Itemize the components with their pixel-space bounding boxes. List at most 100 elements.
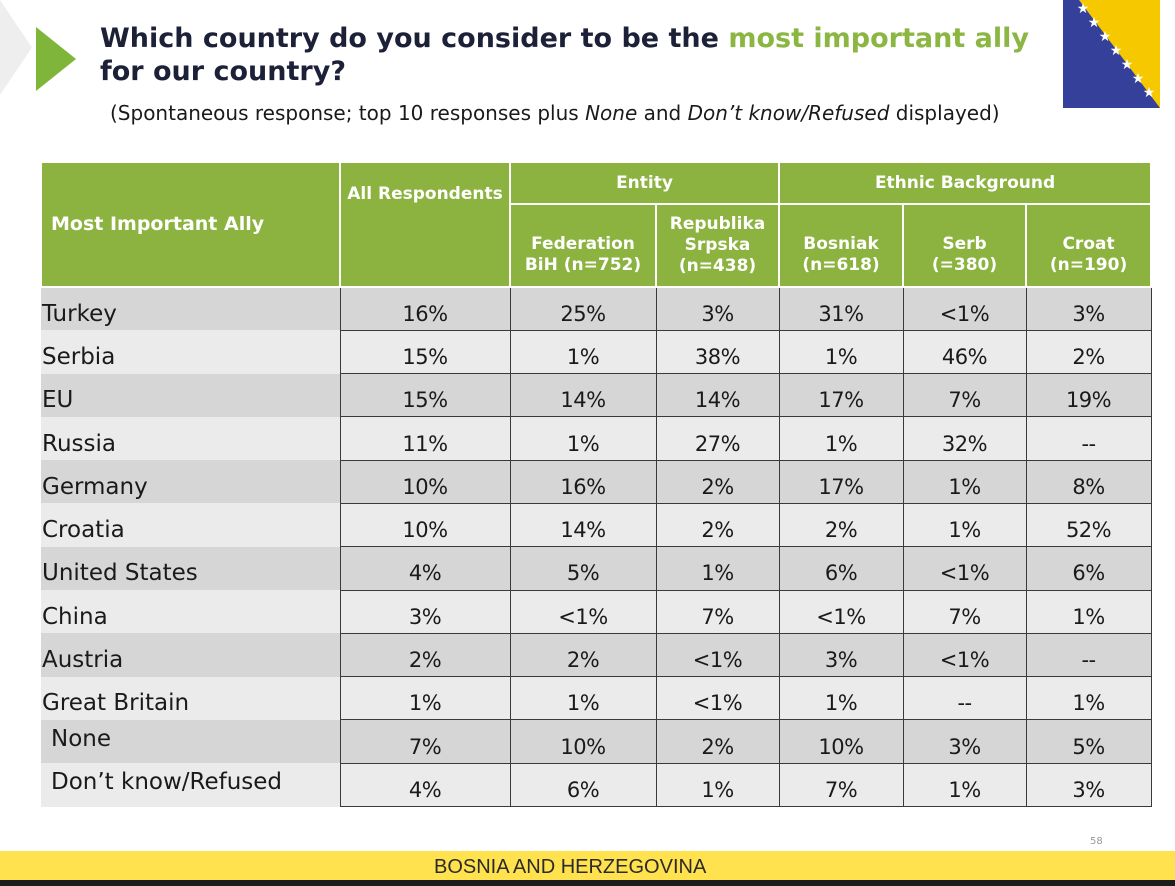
cell: 7% (902, 589, 1027, 634)
cell: -- (902, 676, 1027, 721)
cell: 10% (509, 719, 657, 764)
cell: 2% (655, 719, 780, 764)
cell: 14% (509, 502, 657, 548)
row-label: Austria (41, 633, 340, 677)
row-label: Germany (41, 460, 340, 504)
header-serb: Serb (=380) (902, 203, 1028, 288)
cell: <1% (655, 632, 780, 678)
cell: <1% (509, 589, 657, 634)
header-federation: Federation BiH (n=752) (509, 203, 657, 288)
table-row: Serbia 15% 1% 38% 1% 46% 2% (41, 329, 1152, 375)
table-row: Russia 11% 1% 27% 1% 32% -- (41, 416, 1152, 461)
table-row: Austria 2% 2% <1% 3% <1% -- (41, 632, 1152, 678)
table-row: China 3% <1% 7% <1% 7% 1% (41, 589, 1152, 634)
table-row: None 7% 10% 2% 10% 3% 5% (41, 719, 1152, 764)
cell: 27% (655, 416, 780, 461)
cell: 7% (339, 719, 511, 764)
page-subtitle: (Spontaneous response; top 10 responses … (110, 101, 1000, 125)
cell: 1% (902, 459, 1027, 504)
cell: 3% (655, 286, 780, 331)
page-number: 58 (1090, 836, 1103, 847)
cell: 31% (778, 286, 904, 331)
cell: 2% (655, 459, 780, 504)
cell: 11% (339, 416, 511, 461)
table-row: United States 4% 5% 1% 6% <1% 6% (41, 546, 1152, 591)
cell: -- (1025, 632, 1152, 678)
svg-text:★: ★ (1088, 15, 1101, 31)
cell: 10% (339, 459, 511, 504)
cell: 6% (1025, 546, 1152, 591)
cell: 2% (778, 502, 904, 548)
row-label: Great Britain (41, 676, 340, 720)
ally-table: Most Important Ally All Respondents Enti… (40, 161, 1153, 808)
cell: 15% (339, 373, 511, 418)
cell: 4% (339, 546, 511, 591)
row-label: Turkey (41, 287, 340, 331)
cell: 1% (778, 416, 904, 461)
cell: 3% (1025, 286, 1152, 331)
cell: 3% (1025, 762, 1152, 808)
cell: 1% (655, 546, 780, 591)
row-label: China (41, 590, 340, 634)
footer-divider (0, 880, 1175, 886)
table-row: Germany 10% 16% 2% 17% 1% 8% (41, 459, 1152, 504)
row-label: Croatia (41, 503, 340, 547)
cell: 1% (902, 762, 1027, 808)
cell: 1% (509, 329, 657, 375)
svg-text:★: ★ (1110, 43, 1123, 59)
cell: 16% (509, 459, 657, 504)
cell: <1% (902, 286, 1027, 331)
page-title: Which country do you consider to be the … (100, 23, 1029, 87)
cell: <1% (902, 632, 1027, 678)
cell: 38% (655, 329, 780, 375)
cell: 17% (778, 459, 904, 504)
header-ethnic-background: Ethnic Background (778, 161, 1153, 205)
cell: 32% (902, 416, 1027, 461)
svg-text:★: ★ (1099, 29, 1112, 45)
title-highlight: most important ally (728, 23, 1029, 54)
row-label: EU (41, 373, 340, 417)
row-label: Russia (41, 416, 340, 461)
header-entity: Entity (508, 161, 781, 205)
cell: 10% (339, 502, 511, 548)
cell: 7% (902, 373, 1027, 418)
cell: 19% (1025, 373, 1152, 418)
cell: 1% (778, 676, 904, 721)
table-row: Turkey 16% 25% 3% 31% <1% 3% (41, 286, 1152, 331)
cell: 6% (509, 762, 657, 808)
arrow-icon (36, 27, 76, 91)
cell: <1% (902, 546, 1027, 591)
header-most-important-ally: Most Important Ally (40, 161, 341, 288)
cell: 1% (509, 676, 657, 721)
cell: 6% (778, 546, 904, 591)
cell: 15% (339, 329, 511, 375)
cell: 14% (509, 373, 657, 418)
header-bosniak: Bosniak (n=618) (778, 203, 905, 288)
decorative-chevron (0, 0, 32, 95)
row-label: United States (41, 546, 340, 591)
cell: 52% (1025, 502, 1152, 548)
cell: 1% (778, 329, 904, 375)
cell: 3% (902, 719, 1027, 764)
cell: 14% (655, 373, 780, 418)
cell: 1% (902, 502, 1027, 548)
cell: 1% (339, 676, 511, 721)
cell: 25% (509, 286, 657, 331)
cell: 1% (655, 762, 780, 808)
cell: 2% (1025, 329, 1152, 375)
row-label: Don’t know/Refused (41, 763, 340, 807)
cell: 8% (1025, 459, 1152, 504)
cell: 3% (778, 632, 904, 678)
bosnia-flag-icon: ★ ★ ★ ★ ★ ★ ★ (1063, 0, 1160, 108)
table-row: Don’t know/Refused 4% 6% 1% 7% 1% 3% (41, 762, 1152, 808)
cell: 3% (339, 589, 511, 634)
table-row: Croatia 10% 14% 2% 2% 1% 52% (41, 502, 1152, 548)
row-label: Serbia (41, 330, 340, 374)
cell: 2% (509, 632, 657, 678)
svg-text:★: ★ (1143, 85, 1156, 101)
cell: 5% (509, 546, 657, 591)
cell: 5% (1025, 719, 1152, 764)
cell: 2% (655, 502, 780, 548)
cell: 1% (509, 416, 657, 461)
svg-text:★: ★ (1121, 57, 1134, 73)
